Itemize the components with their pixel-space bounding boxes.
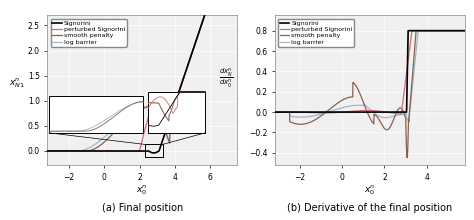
- Y-axis label: $x_{N1}^n$: $x_{N1}^n$: [9, 77, 25, 90]
- X-axis label: $x_0^n$: $x_0^n$: [364, 183, 375, 196]
- Y-axis label: $\frac{dx_N^n}{dx_0^n}$: $\frac{dx_N^n}{dx_0^n}$: [219, 67, 234, 90]
- Text: (b) Derivative of the final position: (b) Derivative of the final position: [287, 204, 452, 213]
- X-axis label: $x_0^n$: $x_0^n$: [137, 183, 148, 196]
- Text: (a) Final position: (a) Final position: [101, 204, 183, 213]
- Bar: [49, 96, 143, 133]
- Bar: [145, 144, 163, 158]
- Bar: [148, 92, 205, 133]
- Legend: Signorini, perturbed Signorini, smooth penalty, log barrier: Signorini, perturbed Signorini, smooth p…: [51, 18, 127, 47]
- Legend: Signorini, perturbed Signorini, smooth penalty, log barrier: Signorini, perturbed Signorini, smooth p…: [278, 18, 354, 47]
